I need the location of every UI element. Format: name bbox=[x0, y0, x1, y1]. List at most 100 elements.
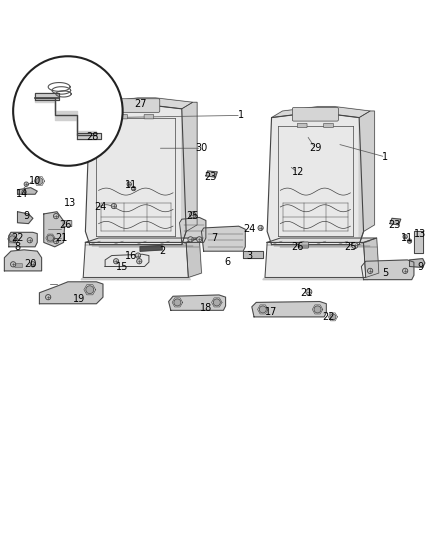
Polygon shape bbox=[272, 107, 370, 118]
Text: 11: 11 bbox=[125, 181, 138, 190]
Polygon shape bbox=[364, 238, 379, 278]
Text: 8: 8 bbox=[14, 242, 21, 252]
Polygon shape bbox=[361, 260, 414, 280]
Text: 6: 6 bbox=[225, 257, 231, 267]
Circle shape bbox=[131, 187, 136, 191]
FancyBboxPatch shape bbox=[293, 108, 338, 121]
Text: 17: 17 bbox=[265, 308, 278, 318]
Polygon shape bbox=[9, 232, 37, 247]
Circle shape bbox=[13, 238, 18, 243]
Text: 29: 29 bbox=[309, 143, 321, 154]
Text: 24: 24 bbox=[95, 203, 107, 212]
Polygon shape bbox=[44, 212, 65, 247]
Circle shape bbox=[135, 253, 141, 258]
Polygon shape bbox=[85, 238, 199, 243]
Circle shape bbox=[367, 268, 373, 273]
Polygon shape bbox=[140, 246, 162, 251]
Text: 28: 28 bbox=[86, 132, 98, 142]
Text: 12: 12 bbox=[292, 167, 304, 177]
Circle shape bbox=[46, 295, 51, 300]
Circle shape bbox=[53, 214, 59, 219]
Polygon shape bbox=[410, 259, 425, 268]
Circle shape bbox=[403, 268, 408, 273]
FancyBboxPatch shape bbox=[300, 242, 308, 248]
Circle shape bbox=[82, 117, 93, 127]
Text: 30: 30 bbox=[195, 143, 208, 154]
Polygon shape bbox=[180, 217, 206, 243]
Polygon shape bbox=[83, 243, 188, 278]
Text: 1: 1 bbox=[238, 110, 244, 120]
Circle shape bbox=[137, 259, 142, 264]
Text: 23: 23 bbox=[204, 172, 216, 182]
Text: 15: 15 bbox=[117, 262, 129, 271]
Text: 13: 13 bbox=[64, 198, 76, 208]
Circle shape bbox=[111, 204, 117, 209]
Text: 16: 16 bbox=[125, 251, 138, 261]
Polygon shape bbox=[18, 212, 33, 223]
Text: 14: 14 bbox=[16, 189, 28, 199]
Polygon shape bbox=[267, 238, 377, 243]
Circle shape bbox=[352, 243, 358, 248]
Polygon shape bbox=[186, 238, 201, 278]
Polygon shape bbox=[243, 251, 263, 258]
Polygon shape bbox=[267, 113, 364, 245]
Circle shape bbox=[258, 225, 263, 231]
Text: 5: 5 bbox=[382, 268, 389, 278]
Text: 22: 22 bbox=[322, 312, 335, 322]
FancyBboxPatch shape bbox=[118, 115, 127, 119]
Text: 10: 10 bbox=[29, 176, 41, 186]
Circle shape bbox=[403, 235, 407, 239]
Text: 9: 9 bbox=[417, 262, 424, 271]
Text: 7: 7 bbox=[212, 233, 218, 243]
Text: 2: 2 bbox=[159, 246, 165, 256]
Text: 27: 27 bbox=[134, 100, 146, 109]
Polygon shape bbox=[359, 111, 374, 245]
Circle shape bbox=[13, 56, 123, 166]
Polygon shape bbox=[35, 93, 59, 100]
Text: 23: 23 bbox=[388, 220, 400, 230]
Circle shape bbox=[113, 259, 119, 264]
Polygon shape bbox=[206, 171, 217, 177]
Text: 20: 20 bbox=[25, 260, 37, 269]
Text: 13: 13 bbox=[414, 229, 427, 239]
Circle shape bbox=[36, 177, 43, 184]
Polygon shape bbox=[105, 254, 149, 266]
Text: 25: 25 bbox=[187, 211, 199, 221]
FancyBboxPatch shape bbox=[324, 123, 333, 128]
Polygon shape bbox=[263, 278, 368, 280]
FancyBboxPatch shape bbox=[63, 221, 72, 227]
Circle shape bbox=[213, 299, 220, 306]
Circle shape bbox=[86, 286, 94, 294]
Circle shape bbox=[27, 238, 32, 243]
Text: 19: 19 bbox=[73, 294, 85, 304]
Text: 25: 25 bbox=[344, 242, 357, 252]
Circle shape bbox=[407, 239, 412, 243]
Polygon shape bbox=[414, 231, 423, 253]
Polygon shape bbox=[182, 102, 197, 245]
Polygon shape bbox=[39, 282, 103, 304]
Circle shape bbox=[24, 182, 28, 187]
Polygon shape bbox=[18, 188, 37, 194]
FancyBboxPatch shape bbox=[112, 99, 160, 112]
Circle shape bbox=[174, 299, 181, 306]
Text: 18: 18 bbox=[200, 303, 212, 313]
Polygon shape bbox=[90, 98, 193, 109]
Circle shape bbox=[53, 238, 59, 244]
Text: 9: 9 bbox=[23, 211, 29, 221]
FancyBboxPatch shape bbox=[15, 263, 22, 268]
Circle shape bbox=[22, 190, 26, 194]
Circle shape bbox=[30, 262, 35, 267]
Text: 21: 21 bbox=[55, 233, 67, 243]
Polygon shape bbox=[265, 243, 366, 278]
Circle shape bbox=[197, 237, 202, 242]
Text: 26: 26 bbox=[60, 220, 72, 230]
Text: 1: 1 bbox=[382, 152, 389, 162]
Polygon shape bbox=[390, 219, 401, 225]
Text: 24: 24 bbox=[244, 224, 256, 235]
Polygon shape bbox=[77, 133, 101, 140]
Circle shape bbox=[127, 182, 131, 187]
Circle shape bbox=[330, 314, 336, 320]
Text: 21: 21 bbox=[300, 288, 313, 298]
Circle shape bbox=[188, 237, 193, 242]
Circle shape bbox=[306, 289, 312, 295]
